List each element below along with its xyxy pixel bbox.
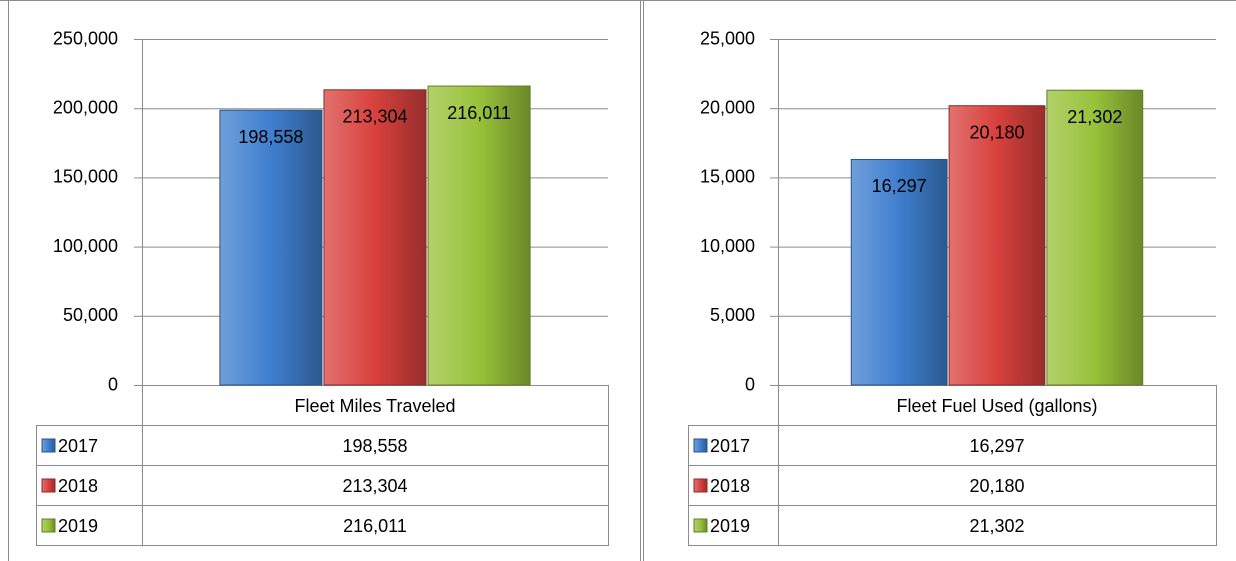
legend-label: 2018 (58, 476, 98, 496)
table-value: 21,302 (969, 516, 1024, 536)
bar (427, 85, 531, 386)
legend-key (693, 478, 708, 493)
table-value: 20,180 (969, 476, 1024, 496)
data-label: 16,297 (872, 176, 927, 196)
table-value: 216,011 (343, 516, 407, 536)
legend-key (693, 438, 708, 453)
y-tick-label: 100,000 (53, 236, 118, 256)
table-cell (688, 505, 779, 546)
y-tick-label: 0 (745, 374, 755, 394)
y-tick-label: 200,000 (53, 97, 118, 117)
legend-label: 2017 (710, 436, 750, 456)
data-label: 213,304 (342, 107, 407, 127)
y-tick-label: 10,000 (700, 236, 755, 256)
bar (219, 109, 323, 386)
y-tick-label: 150,000 (53, 167, 118, 187)
y-tick-label: 25,000 (700, 28, 755, 48)
legend-key (693, 518, 708, 533)
y-tick-label: 0 (108, 374, 118, 394)
legend-label: 2019 (710, 516, 750, 536)
bar (850, 158, 948, 386)
legend-label: 2017 (58, 436, 98, 456)
table-value: 198,558 (342, 436, 407, 456)
legend-key (41, 518, 56, 533)
y-tick-label: 5,000 (710, 305, 755, 325)
bar (1046, 89, 1144, 386)
bar (323, 89, 427, 386)
table-value: 16,297 (969, 436, 1024, 456)
category-label: Fleet Miles Traveled (294, 396, 455, 416)
legend-label: 2018 (710, 476, 750, 496)
category-label: Fleet Fuel Used (gallons) (896, 396, 1097, 416)
y-tick-label: 15,000 (700, 167, 755, 187)
y-tick-label: 20,000 (700, 97, 755, 117)
data-label: 198,558 (238, 127, 303, 147)
data-label: 20,180 (969, 122, 1024, 142)
legend-key (41, 478, 56, 493)
y-tick-label: 50,000 (63, 305, 118, 325)
table-cell (36, 505, 143, 546)
y-tick-label: 250,000 (53, 28, 118, 48)
legend-key (41, 438, 56, 453)
legend-label: 2019 (58, 516, 98, 536)
bar (948, 105, 1046, 386)
data-label: 216,011 (447, 103, 511, 123)
table-value: 213,304 (342, 476, 407, 496)
data-label: 21,302 (1067, 107, 1122, 127)
